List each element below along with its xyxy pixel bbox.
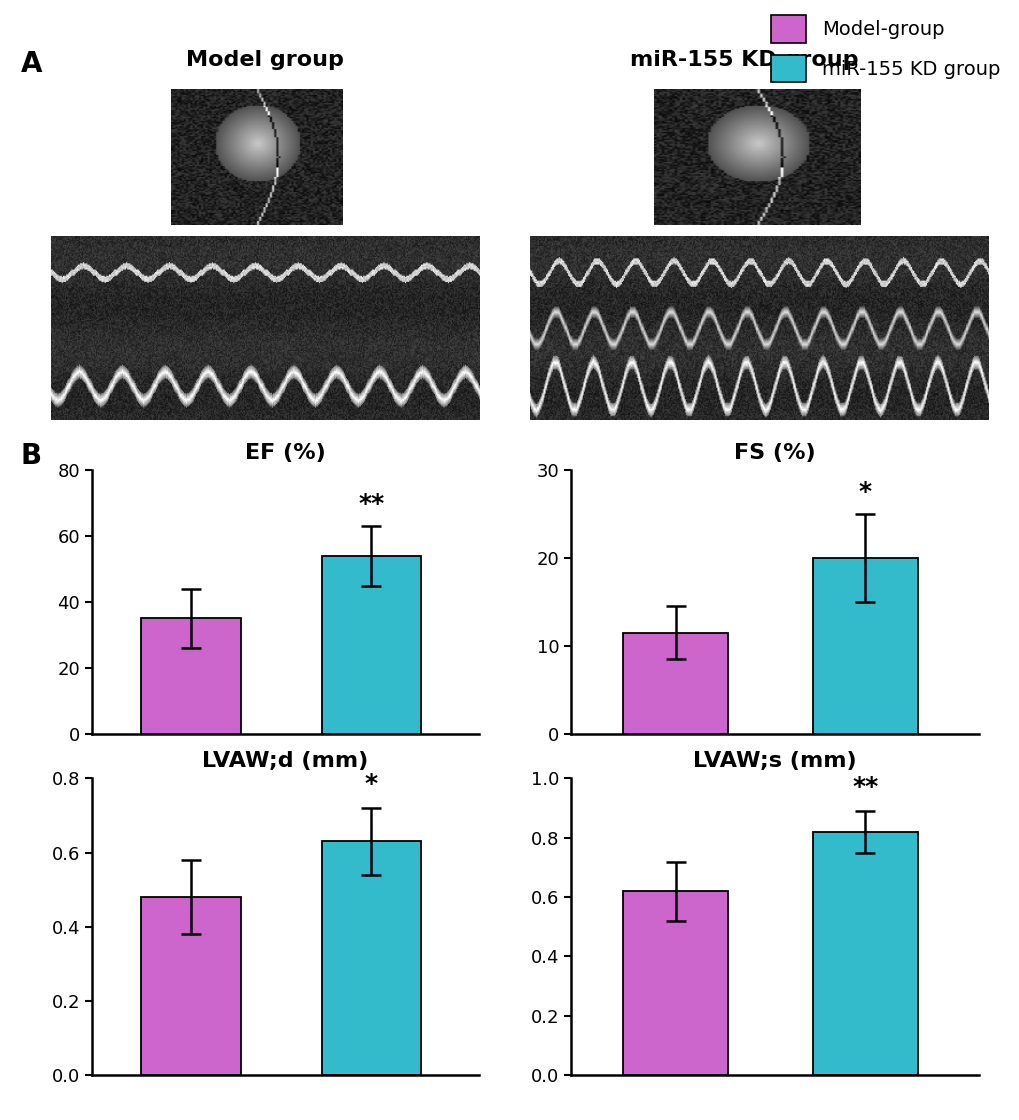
Bar [142, 897, 240, 1075]
Text: *: * [858, 479, 871, 504]
Title: EF (%): EF (%) [245, 444, 326, 464]
Bar [812, 558, 917, 734]
Bar [321, 556, 421, 734]
Title: FS (%): FS (%) [734, 444, 815, 464]
Title: LVAW;s (mm): LVAW;s (mm) [693, 752, 856, 772]
Text: **: ** [358, 492, 384, 516]
Text: *: * [365, 772, 377, 796]
Bar [321, 841, 421, 1075]
Text: A: A [20, 50, 42, 78]
Bar [623, 892, 727, 1075]
Bar [623, 633, 727, 734]
Legend: Model-group, miR-155 KD group: Model-group, miR-155 KD group [770, 16, 999, 82]
Text: Model group: Model group [186, 50, 343, 71]
Text: B: B [20, 442, 42, 470]
Title: LVAW;d (mm): LVAW;d (mm) [203, 752, 368, 772]
Bar [142, 618, 240, 734]
Bar [812, 832, 917, 1075]
Text: miR-155 KD group: miR-155 KD group [630, 50, 858, 71]
Text: **: ** [852, 775, 877, 800]
